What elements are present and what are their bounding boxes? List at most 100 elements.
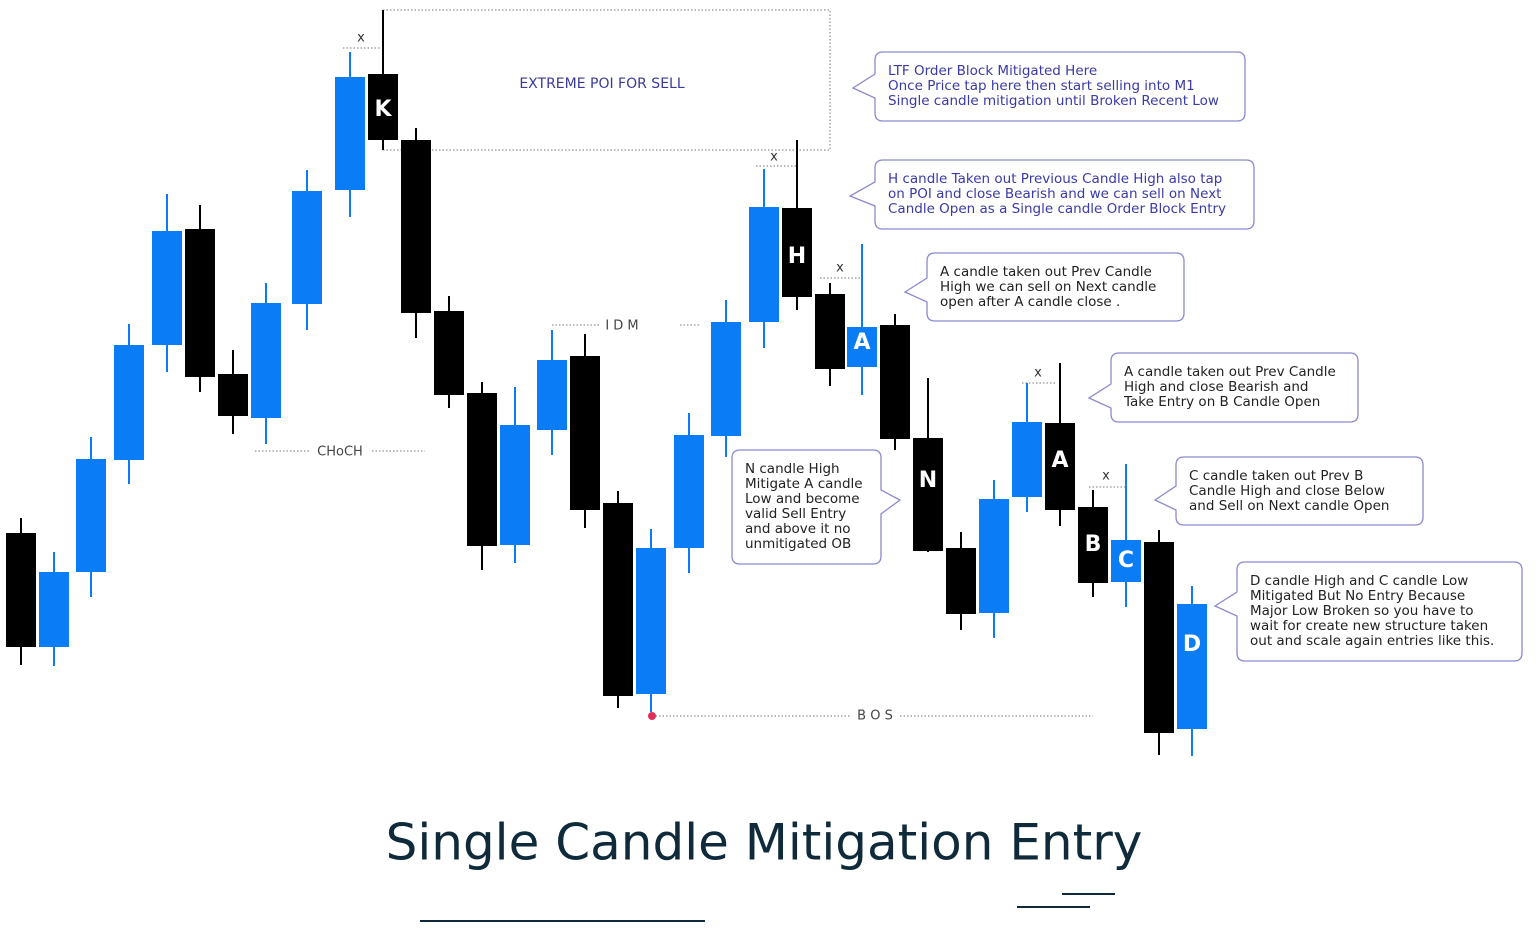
- candle-body: [979, 499, 1009, 613]
- zone-lines: [255, 9, 1126, 720]
- candle: [636, 529, 666, 712]
- candle-body: [880, 325, 910, 439]
- candle: [292, 170, 322, 330]
- candle: [815, 283, 845, 386]
- callout-text: LTF Order Block Mitigated Here: [888, 63, 1097, 79]
- callout-text: High we can sell on Next candle: [940, 279, 1156, 295]
- candle-body: [467, 393, 497, 546]
- callout-text: unmitigated OB: [745, 536, 851, 552]
- callout-text: Major Low Broken so you have to: [1250, 603, 1474, 619]
- callout-text: Candle Open as a Single candle Order Blo…: [888, 201, 1226, 217]
- candle-body: [292, 191, 322, 304]
- callout-text: Low and become: [745, 491, 860, 507]
- poi-label: EXTREME POI FOR SELL: [519, 76, 685, 92]
- candle-body: [335, 77, 365, 190]
- candle: [6, 518, 36, 665]
- callout-box: [1213, 561, 1523, 662]
- candle: [603, 491, 633, 708]
- candle: A: [1045, 363, 1075, 526]
- callout-text: and above it no: [745, 521, 851, 537]
- candle-body: [603, 503, 633, 696]
- callout-text: Mitigate A candle: [745, 476, 863, 492]
- idm-label: I D M: [605, 319, 638, 334]
- candle-body: [537, 360, 567, 430]
- candle-body: [39, 572, 69, 647]
- callout-text: open after A candle close .: [940, 294, 1120, 310]
- candle: [880, 314, 910, 450]
- candle-body: [913, 438, 943, 551]
- x-mark: x: [770, 150, 778, 165]
- candle-label: A: [853, 330, 870, 355]
- candle: C: [1111, 464, 1141, 607]
- callout-text: Take Entry on B Candle Open: [1123, 394, 1320, 410]
- decor-lines: [420, 893, 1115, 922]
- candle-label: D: [1183, 632, 1201, 657]
- candle-body: [500, 425, 530, 545]
- candle-body: [185, 229, 215, 377]
- candle-body: [368, 74, 398, 140]
- candle: N: [913, 378, 943, 552]
- candle: [570, 334, 600, 528]
- candle-label: N: [919, 468, 937, 493]
- candle-body: [749, 207, 779, 322]
- callout-text: Candle High and close Below: [1189, 483, 1385, 499]
- candle: [251, 283, 281, 444]
- candle: B: [1078, 490, 1108, 597]
- candle: [979, 480, 1009, 638]
- callout-text: C candle taken out Prev B: [1189, 468, 1363, 484]
- candle: A: [847, 244, 877, 395]
- callout-text: A candle taken out Prev Candle: [1124, 364, 1336, 380]
- candle: [335, 52, 365, 217]
- candle: [76, 437, 106, 597]
- candle-label: H: [788, 244, 806, 269]
- callout-text: valid Sell Entry: [745, 506, 846, 522]
- candle-body: [674, 435, 704, 548]
- candle: [1012, 383, 1042, 512]
- candle-body: [847, 327, 877, 367]
- callout-text: A candle taken out Prev Candle: [940, 264, 1152, 280]
- candle-body: [152, 231, 182, 345]
- candle-label: C: [1118, 548, 1134, 573]
- candle: [537, 330, 567, 455]
- candle: [401, 128, 431, 338]
- candle-body: [401, 140, 431, 313]
- candle: [434, 296, 464, 408]
- callout-text: Mitigated But No Entry Because: [1250, 588, 1465, 604]
- candle-body: [6, 533, 36, 647]
- candle: [218, 350, 248, 434]
- candle-body: [782, 208, 812, 297]
- bos-label: B O S: [857, 709, 893, 724]
- x-mark: x: [1034, 366, 1042, 381]
- candle-body: [946, 548, 976, 614]
- candle: [749, 169, 779, 348]
- candle-body: [251, 303, 281, 418]
- callout-text: on POI and close Bearish and we can sell…: [888, 186, 1221, 202]
- candle-body: [434, 311, 464, 395]
- candle-body: [1045, 423, 1075, 510]
- callout-text: H candle Taken out Previous Candle High …: [888, 171, 1222, 187]
- x-mark: x: [1102, 469, 1110, 484]
- choch-label: CHoCH: [317, 445, 363, 460]
- callout-text: High and close Bearish and: [1124, 379, 1309, 395]
- candle: [185, 205, 215, 392]
- callout-text: D candle High and C candle Low: [1250, 573, 1468, 589]
- callout-text: N candle High: [745, 461, 840, 477]
- candle: [500, 387, 530, 563]
- title: Single Candle Mitigation Entry: [386, 814, 1143, 872]
- candle-body: [1078, 507, 1108, 583]
- candle-body: [76, 459, 106, 572]
- candle: [674, 413, 704, 573]
- candle: [467, 382, 497, 570]
- candle: [946, 532, 976, 630]
- candle: [152, 194, 182, 372]
- callout-box: [903, 252, 1185, 322]
- candle-label: A: [1051, 448, 1068, 473]
- callout-text: and Sell on Next candle Open: [1189, 498, 1389, 514]
- candle-label: B: [1085, 532, 1102, 557]
- callout-box: [851, 51, 1246, 122]
- callout-text: out and scale again entries like this.: [1250, 633, 1494, 649]
